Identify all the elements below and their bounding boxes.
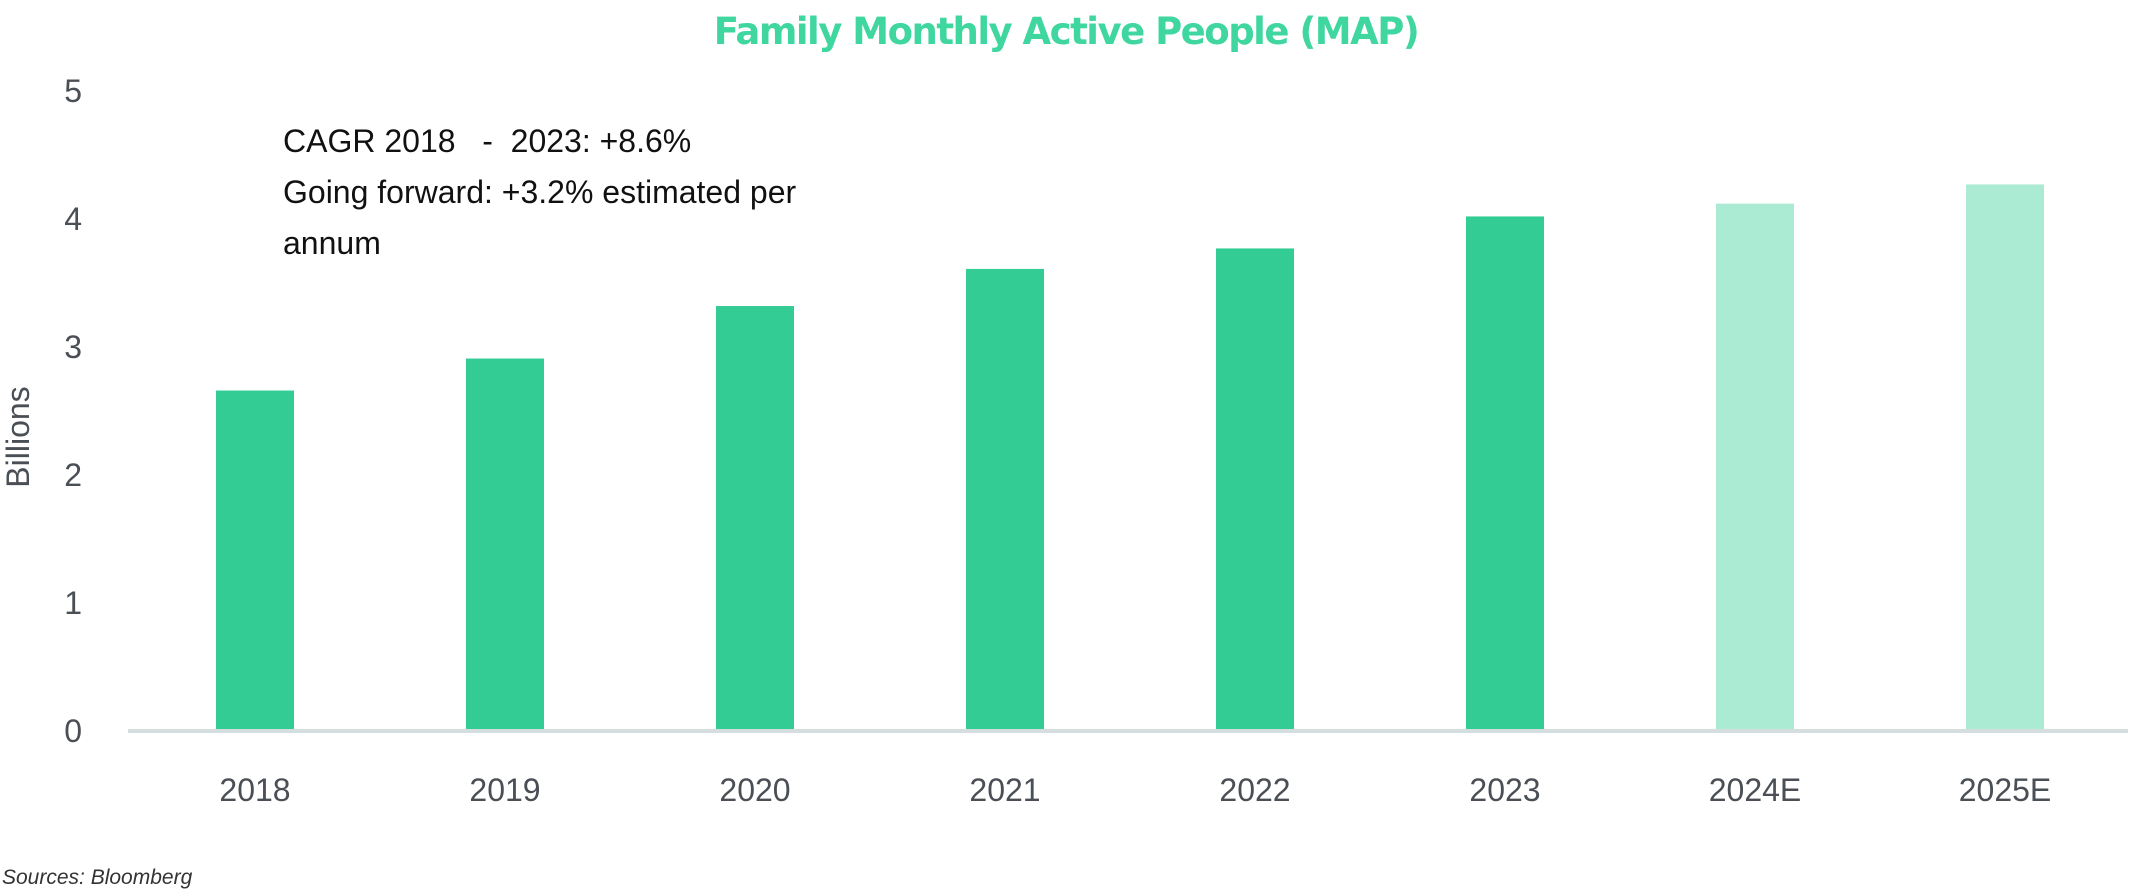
annotation-line-2: Going forward: +3.2% estimated per [283,174,797,210]
x-tick-label: 2018 [219,772,290,808]
bar-2022 [1216,248,1294,731]
y-tick-label: 0 [64,713,82,749]
x-tick-label: 2021 [969,772,1040,808]
bar-2018 [216,390,294,731]
y-tick-label: 2 [64,457,82,493]
cagr-annotation: CAGR 2018 - 2023: +8.6% Going forward: +… [283,123,797,261]
bar-2021 [966,268,1044,731]
y-tick-label: 3 [64,329,82,365]
y-tick-label: 4 [64,201,82,237]
annotation-line-3: annum [283,225,381,261]
x-axis-ticks: 2018 2019 2020 2021 2022 2023 2024E 2025E [219,772,2051,808]
x-tick-label: 2023 [1469,772,1540,808]
x-tick-label: 2025E [1959,772,2052,808]
annotation-line-1: CAGR 2018 - 2023: +8.6% [283,123,691,159]
x-tick-label: 2024E [1709,772,1802,808]
y-axis-title: Billions [0,386,36,487]
bar-2019 [466,358,544,731]
bar-2025e [1966,184,2044,731]
x-tick-label: 2022 [1219,772,1290,808]
y-tick-label: 1 [64,585,82,621]
x-tick-label: 2020 [719,772,790,808]
x-tick-label: 2019 [469,772,540,808]
chart-title: Family Monthly Active People (MAP) [714,10,1418,53]
bar-2020 [716,306,794,731]
bar-2024e [1716,203,1794,731]
y-axis-ticks: 0 1 2 3 4 5 [64,73,82,749]
bars-group [216,184,2044,731]
source-note: Sources: Bloomberg [2,866,193,889]
y-tick-label: 5 [64,73,82,109]
bar-2023 [1466,216,1544,731]
